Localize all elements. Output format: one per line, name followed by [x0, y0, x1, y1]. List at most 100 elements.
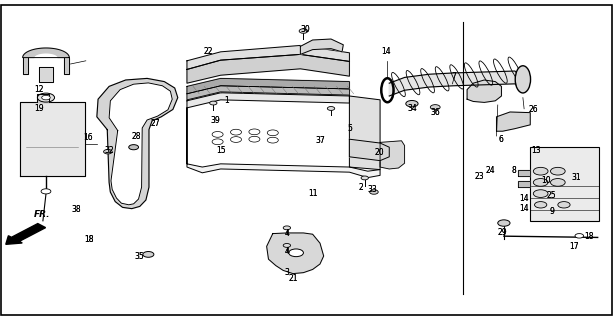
Text: 17: 17: [569, 242, 579, 251]
Text: 1: 1: [224, 96, 229, 105]
Text: 36: 36: [430, 108, 440, 116]
Text: 14: 14: [519, 204, 529, 212]
Text: 14: 14: [519, 194, 529, 203]
Text: 8: 8: [511, 166, 516, 175]
Polygon shape: [187, 45, 349, 69]
Circle shape: [550, 167, 565, 175]
Text: 18: 18: [584, 232, 593, 241]
Text: 39: 39: [211, 116, 221, 124]
Text: 36: 36: [430, 108, 440, 116]
Text: 38: 38: [72, 205, 82, 214]
Circle shape: [533, 190, 548, 197]
Circle shape: [37, 93, 55, 102]
Polygon shape: [389, 71, 520, 96]
Text: 2: 2: [358, 183, 363, 192]
Text: 28: 28: [131, 132, 141, 141]
Text: 2: 2: [358, 183, 363, 192]
Text: 20: 20: [374, 148, 384, 156]
Circle shape: [361, 176, 368, 180]
Polygon shape: [23, 58, 28, 74]
Circle shape: [230, 129, 242, 135]
Text: 15: 15: [216, 146, 226, 155]
Circle shape: [104, 149, 112, 154]
Text: 26: 26: [528, 105, 538, 114]
Circle shape: [558, 202, 570, 208]
Text: 5: 5: [347, 124, 352, 133]
Polygon shape: [349, 139, 389, 161]
Circle shape: [249, 129, 260, 135]
Circle shape: [129, 145, 139, 150]
Text: 14: 14: [381, 47, 391, 56]
Text: 18: 18: [84, 235, 94, 244]
Text: 29: 29: [498, 228, 508, 237]
Text: FR.: FR.: [34, 210, 50, 219]
Text: 19: 19: [34, 104, 44, 113]
Text: 18: 18: [584, 232, 593, 241]
Text: 13: 13: [531, 146, 541, 155]
Text: 25: 25: [547, 191, 557, 200]
Text: 9: 9: [549, 207, 554, 216]
Text: 32: 32: [104, 146, 114, 155]
Text: 1: 1: [224, 96, 229, 105]
Text: 9: 9: [549, 207, 554, 216]
Polygon shape: [349, 96, 380, 170]
Text: 21: 21: [288, 274, 298, 283]
Text: 27: 27: [150, 119, 160, 128]
Text: 30: 30: [300, 25, 310, 34]
Text: 29: 29: [498, 228, 508, 237]
Text: 11: 11: [308, 189, 318, 198]
Circle shape: [289, 249, 303, 257]
Text: 4: 4: [284, 247, 289, 256]
Text: 21: 21: [288, 274, 298, 283]
Text: 3: 3: [284, 268, 289, 277]
Polygon shape: [380, 141, 405, 169]
Polygon shape: [37, 94, 49, 102]
Text: 6: 6: [498, 135, 503, 144]
Text: 38: 38: [72, 205, 82, 214]
Circle shape: [535, 202, 547, 208]
Text: 18: 18: [84, 235, 94, 244]
Circle shape: [42, 95, 50, 100]
Text: 4: 4: [284, 247, 289, 256]
Polygon shape: [187, 54, 349, 83]
Text: 30: 30: [300, 25, 310, 34]
Text: 35: 35: [135, 252, 145, 261]
Text: 31: 31: [571, 173, 581, 182]
Circle shape: [327, 107, 335, 110]
Text: 35: 35: [135, 252, 145, 261]
Text: 18: 18: [84, 235, 94, 244]
Text: 28: 28: [131, 132, 141, 141]
Text: 19: 19: [34, 104, 44, 113]
Text: 16: 16: [83, 133, 93, 142]
Text: 17: 17: [569, 242, 579, 251]
Polygon shape: [187, 78, 349, 94]
Polygon shape: [187, 86, 349, 100]
Text: 24: 24: [485, 166, 495, 175]
Text: 25: 25: [547, 191, 557, 200]
Text: 13: 13: [531, 146, 541, 155]
Circle shape: [430, 105, 440, 110]
Text: 4: 4: [284, 229, 289, 238]
Circle shape: [41, 189, 51, 194]
Text: 5: 5: [347, 124, 352, 133]
Circle shape: [283, 244, 291, 247]
Circle shape: [550, 179, 565, 186]
Ellipse shape: [515, 66, 531, 93]
Polygon shape: [518, 181, 530, 187]
Polygon shape: [187, 108, 380, 178]
Polygon shape: [300, 39, 343, 54]
Circle shape: [406, 100, 418, 107]
Circle shape: [212, 139, 223, 145]
Polygon shape: [39, 67, 53, 82]
FancyBboxPatch shape: [530, 147, 599, 221]
Polygon shape: [20, 102, 85, 176]
Circle shape: [249, 136, 260, 142]
Polygon shape: [64, 58, 69, 74]
Text: 11: 11: [308, 189, 318, 198]
Circle shape: [230, 137, 242, 142]
Text: 32: 32: [104, 146, 114, 155]
Text: 4: 4: [284, 229, 289, 238]
Text: 20: 20: [374, 148, 384, 156]
Circle shape: [533, 167, 548, 175]
Text: 14: 14: [381, 47, 391, 56]
